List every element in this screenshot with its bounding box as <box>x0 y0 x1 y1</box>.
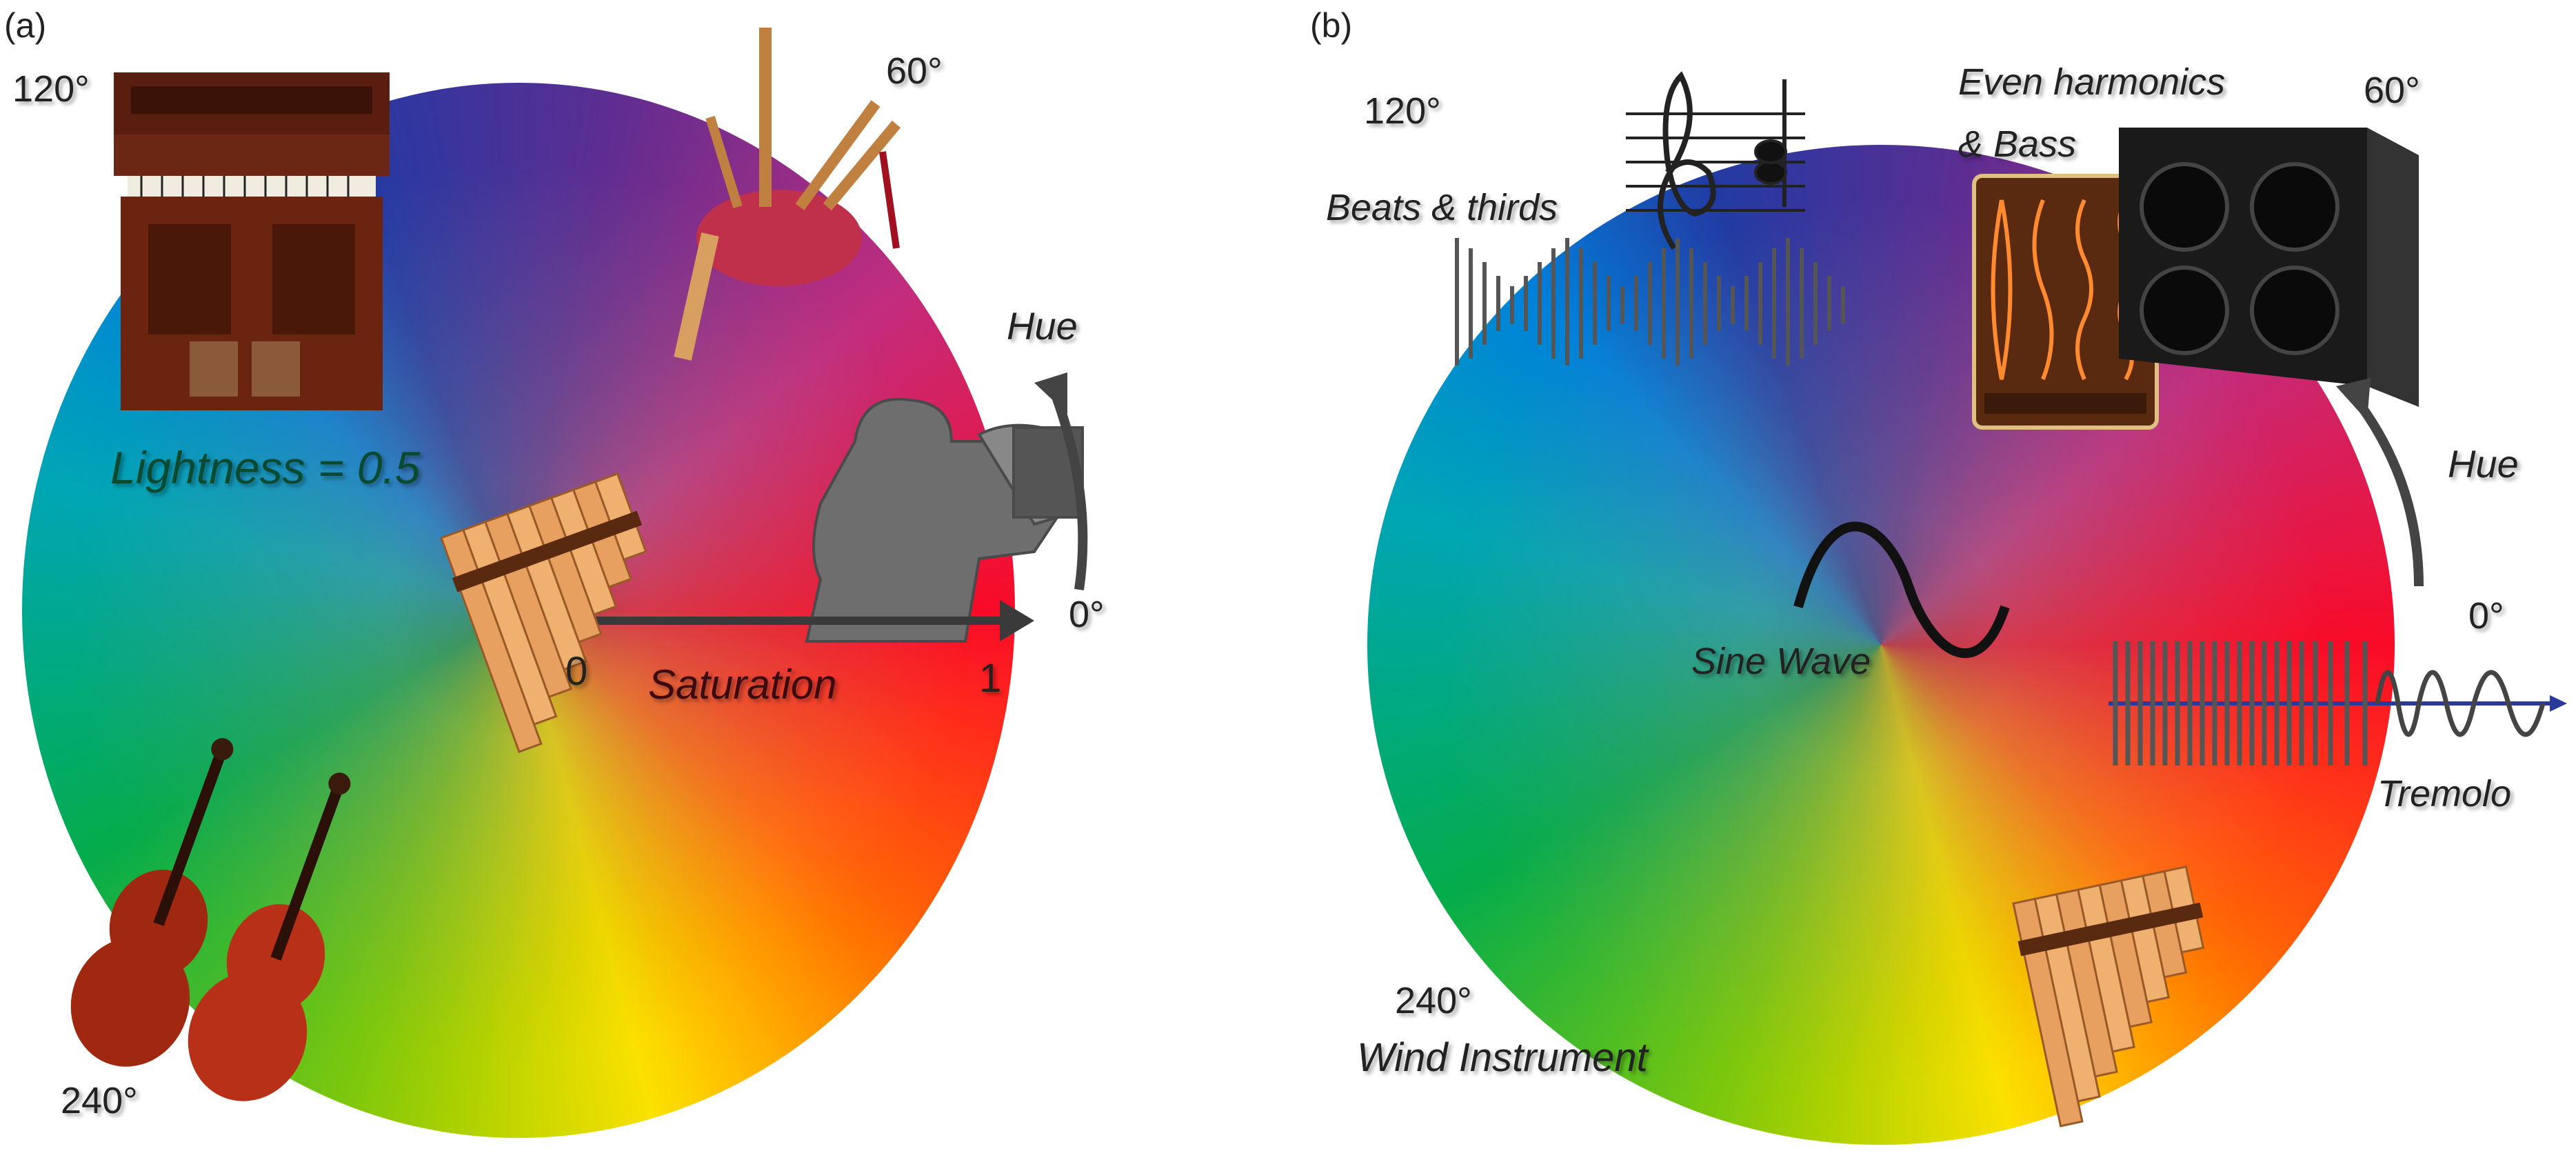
hue-label-b: Hue <box>2448 442 2519 486</box>
angle-120-label-b: 120° <box>1364 90 1441 132</box>
wind-instrument-label: Wind Instrument <box>1357 1035 1648 1080</box>
music-staff-icon <box>1626 71 1805 250</box>
saturation-label: Saturation <box>648 661 837 708</box>
angle-60-label-a: 60° <box>886 50 943 92</box>
angle-60-label-b: 60° <box>2364 70 2420 111</box>
panel-b: (b) <box>1288 0 2576 1160</box>
speaker-cabinet-icon <box>2119 128 2419 407</box>
saturation-axis <box>565 600 1034 641</box>
sine-wave-icon <box>1793 521 2010 659</box>
reed-organ-icon <box>114 72 390 410</box>
bass-label: & Bass <box>1958 123 2077 165</box>
saturation-zero-label: 0 <box>565 649 588 694</box>
angle-0-label-b: 0° <box>2468 595 2504 637</box>
hue-label-a: Hue <box>1007 304 1078 348</box>
beats-waveform-icon <box>1455 238 1845 366</box>
bagpipes-icon <box>674 28 901 361</box>
saturation-one-label: 1 <box>979 656 1002 701</box>
tremolo-waveform-icon <box>2109 641 2567 766</box>
panel-b-tag: (b) <box>1310 6 1353 45</box>
angle-0-label-a: 0° <box>1069 594 1105 635</box>
angle-240-label-a: 240° <box>61 1080 138 1121</box>
pan-flute-icon <box>440 472 647 754</box>
pan-flute-icon-b <box>2012 865 2205 1128</box>
angle-240-label-b: 240° <box>1395 980 1472 1021</box>
hue-arrow-b <box>2336 378 2424 587</box>
violins-icon <box>70 738 351 1101</box>
panel-a: (a) <box>4 6 1105 1138</box>
panel-a-tag: (a) <box>4 6 47 45</box>
trumpet-players-icon <box>805 397 1084 643</box>
even-harmonics-label: Even harmonics <box>1958 61 2226 103</box>
panel-b-graphics <box>1455 71 2567 1128</box>
lightness-label: Lightness = 0.5 <box>110 442 421 493</box>
hue-arrow-a <box>1034 372 1088 591</box>
panel-a-graphics <box>70 28 1088 1101</box>
angle-120-label-a: 120° <box>12 68 90 110</box>
tremolo-label: Tremolo <box>2377 773 2512 814</box>
sine-wave-label: Sine Wave <box>1691 641 1871 682</box>
beats-thirds-label: Beats & thirds <box>1326 187 1558 228</box>
